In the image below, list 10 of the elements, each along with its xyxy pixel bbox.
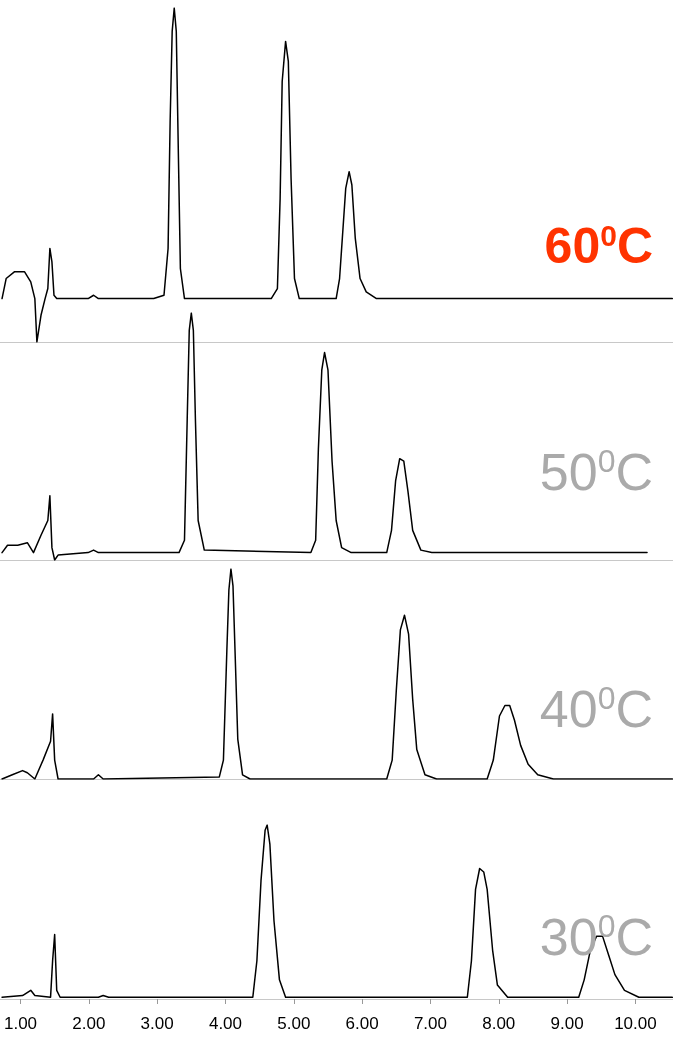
x-tick-label: 10.00	[614, 1014, 657, 1033]
x-tick-label: 9.00	[550, 1014, 584, 1033]
x-tick-label: 3.00	[140, 1014, 174, 1033]
x-tick-label: 6.00	[345, 1014, 379, 1033]
x-tick-label: 5.00	[277, 1014, 311, 1033]
x-tick-label: 7.00	[413, 1014, 447, 1033]
x-tick-label: 4.00	[208, 1014, 243, 1033]
x-tick-label: 2.00	[72, 1014, 106, 1033]
x-tick-label: 1.00	[3, 1014, 38, 1033]
x-tick-label: 8.00	[482, 1014, 516, 1033]
